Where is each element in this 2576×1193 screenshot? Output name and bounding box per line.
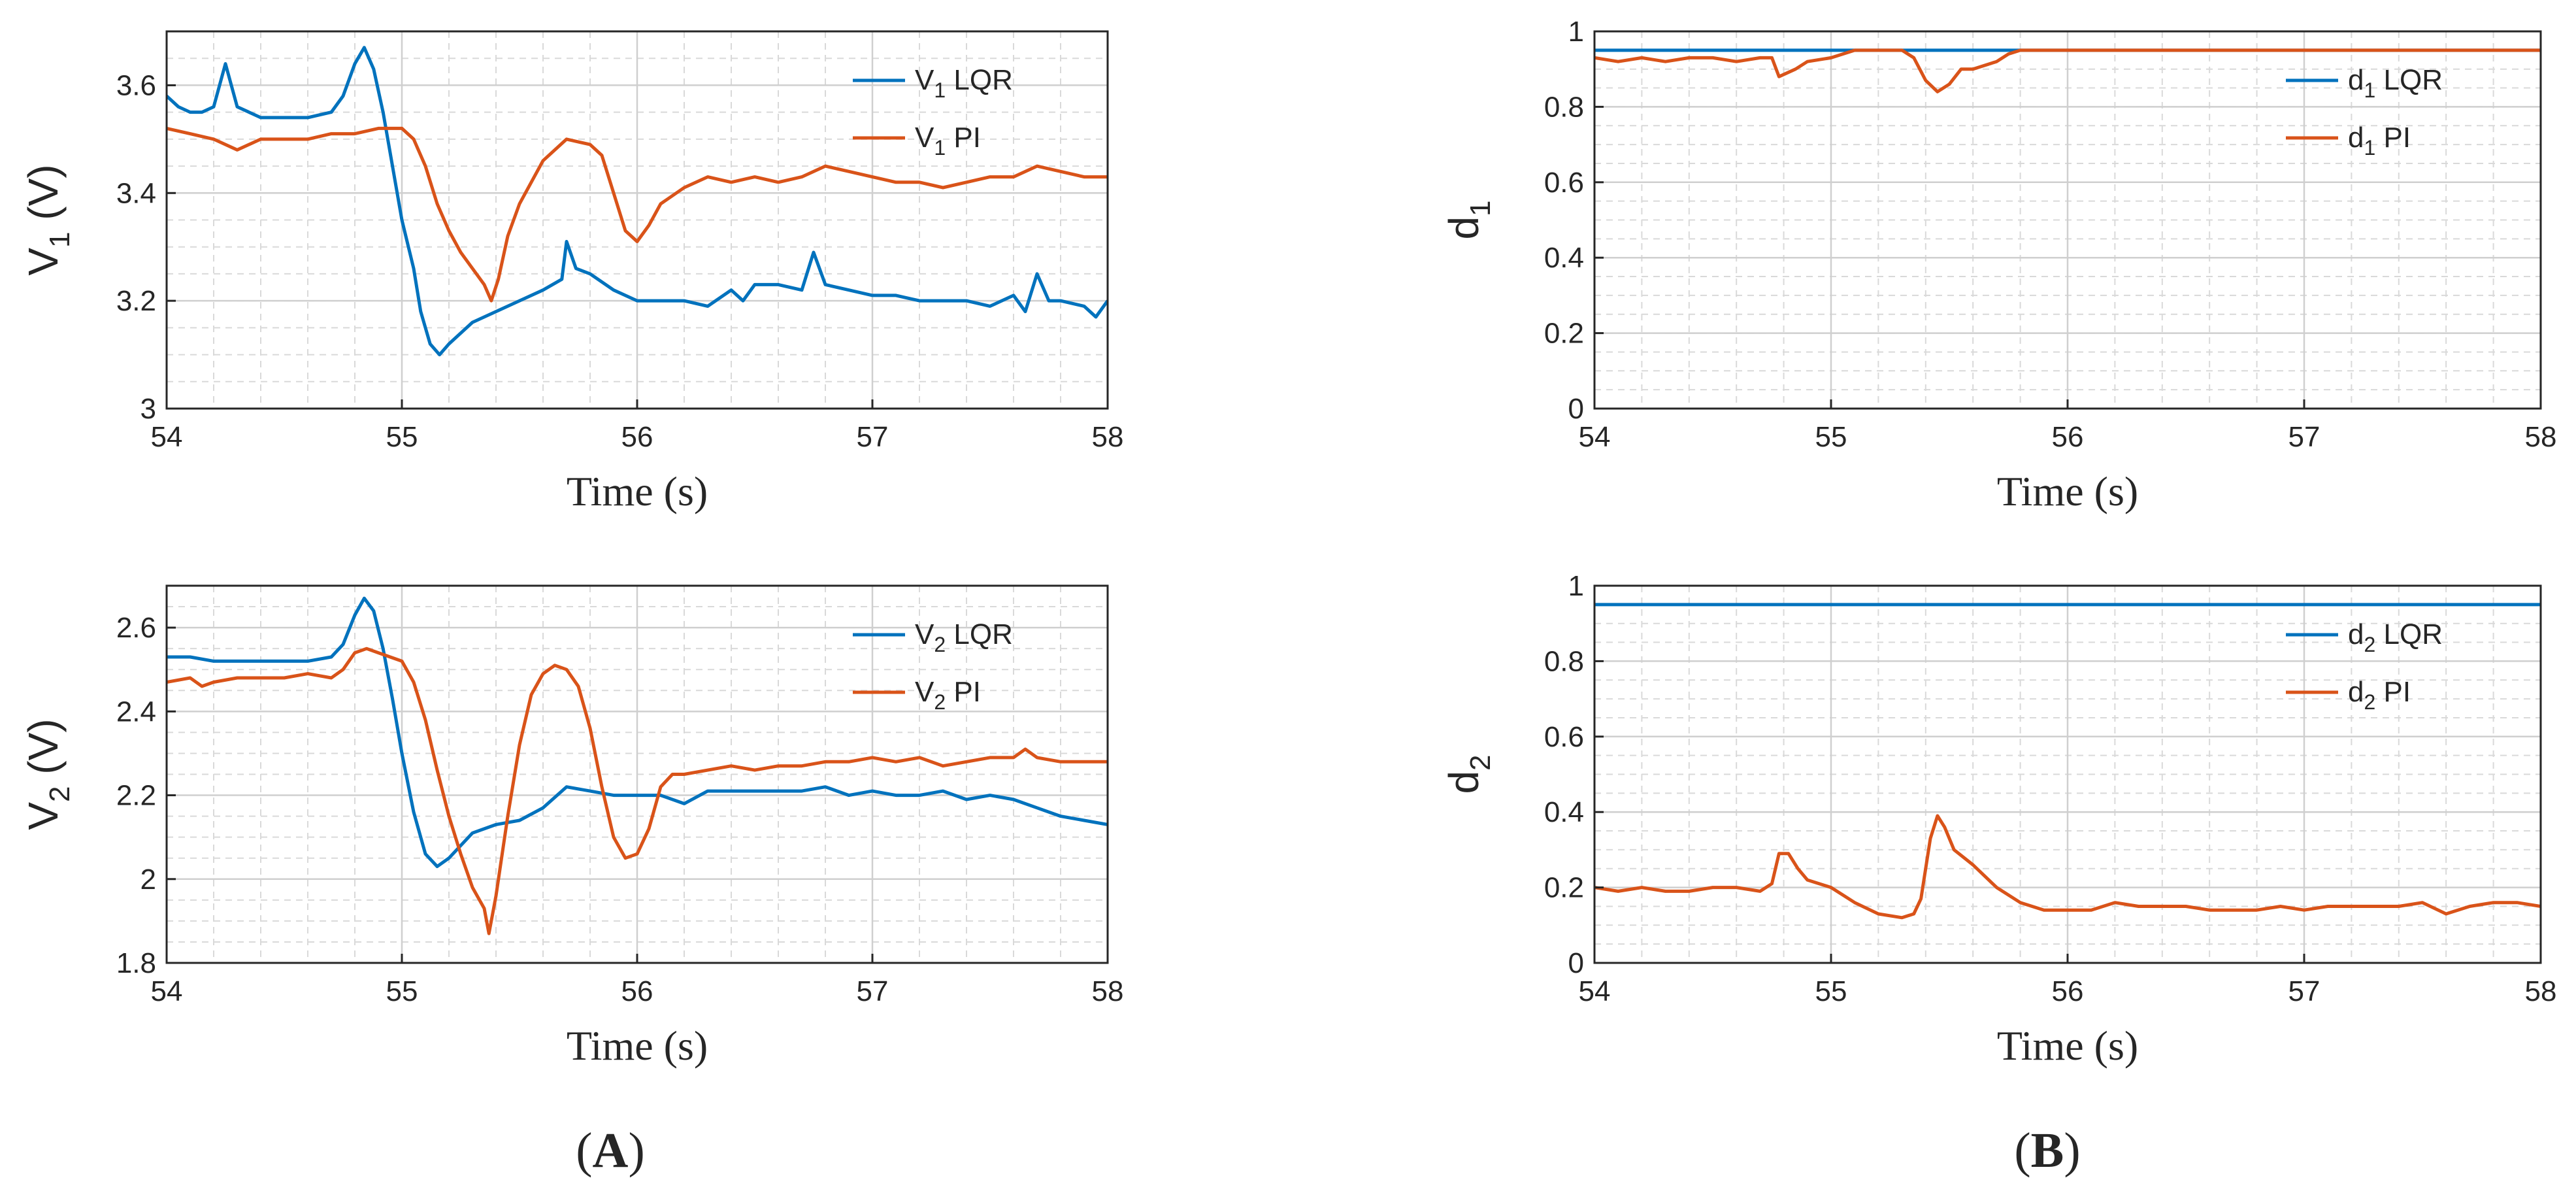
x-axis-label: Time (s): [1997, 1022, 2138, 1069]
x-tick-label: 54: [151, 421, 183, 453]
y-tick-label: 1: [1568, 570, 1584, 602]
legend-label-lqr: d2 LQR: [2348, 618, 2443, 656]
legend: d1 LQR d1 PI: [2286, 64, 2443, 160]
x-tick-label: 55: [1815, 975, 1847, 1007]
y-axis-label-sub: 2: [1464, 754, 1496, 770]
y-tick-label: 0.6: [1544, 721, 1584, 753]
y-axis-label-sub: 1: [1464, 200, 1496, 216]
chart-d2: 54 55 56 57 58 0 0.2 0.4 0.6 0.8 1 Time (s) d2 d2 LQR…: [1440, 570, 2556, 1069]
x-axis-label: Time (s): [1997, 468, 2138, 514]
panel-label-a: (A): [576, 1123, 645, 1178]
y-tick-label: 0.4: [1544, 242, 1584, 274]
series-line-pi: [1594, 48, 2541, 93]
legend-label-pi: V2 PI: [915, 676, 981, 714]
x-tick-label: 57: [2288, 975, 2320, 1007]
y-axis-label: d1: [1440, 200, 1496, 239]
series-line-pi: [167, 647, 1108, 935]
y-tick-label: 1: [1568, 16, 1584, 48]
y-tick-label: 2.6: [116, 612, 156, 644]
x-tick-label: 57: [857, 975, 889, 1007]
y-tick-label: 0.8: [1544, 91, 1584, 123]
series-line-lqr: [167, 596, 1108, 868]
y-tick-label: 0.6: [1544, 167, 1584, 199]
y-axis-label-main: V: [20, 802, 67, 830]
y-axis-label-main: d: [1440, 216, 1487, 240]
series-line-lqr: [167, 46, 1108, 357]
y-axis-label: V2 (V): [20, 718, 76, 830]
y-tick-label: 3.4: [116, 177, 156, 209]
legend-label-pi: V1 PI: [915, 122, 981, 160]
y-tick-label: 3: [140, 393, 156, 425]
x-tick-label: 55: [386, 975, 418, 1007]
x-tick-label: 56: [2052, 975, 2084, 1007]
legend: d2 LQR d2 PI: [2286, 618, 2443, 714]
y-axis-label-main: V: [20, 248, 67, 276]
legend: V1 LQR V1 PI: [853, 64, 1013, 160]
series-line-pi: [1594, 814, 2541, 920]
y-tick-label: 0: [1568, 947, 1584, 979]
panel-label-b: (B): [2014, 1123, 2080, 1178]
x-tick-label: 57: [857, 421, 889, 453]
y-tick-label: 2: [140, 864, 156, 896]
y-tick-label: 1.8: [116, 947, 156, 979]
legend-label-lqr: V1 LQR: [915, 64, 1013, 102]
y-axis-label-sub: 1: [44, 231, 76, 247]
y-axis-label-sub: 2: [44, 786, 76, 801]
x-tick-label: 57: [2288, 421, 2320, 453]
legend-label-pi: d2 PI: [2348, 676, 2411, 714]
y-tick-label: 2.2: [116, 780, 156, 812]
x-tick-label: 55: [1815, 421, 1847, 453]
y-axis-label-unit: (V): [20, 164, 67, 231]
y-axis-label-main: d: [1440, 771, 1487, 794]
y-tick-label: 0.2: [1544, 872, 1584, 904]
y-axis-label: d2: [1440, 754, 1496, 794]
y-tick-label: 0.4: [1544, 796, 1584, 828]
legend-label-lqr: V2 LQR: [915, 618, 1013, 656]
legend: V2 LQR V2 PI: [853, 618, 1013, 714]
y-tick-label: 0.2: [1544, 318, 1584, 350]
x-tick-label: 56: [621, 975, 653, 1007]
x-axis-label: Time (s): [567, 468, 708, 514]
y-axis-label: V1 (V): [20, 164, 76, 275]
x-tick-label: 54: [1579, 421, 1611, 453]
x-tick-label: 58: [2525, 975, 2557, 1007]
x-tick-label: 56: [2052, 421, 2084, 453]
x-tick-label: 54: [1579, 975, 1611, 1007]
series-line-pi: [167, 126, 1108, 303]
x-tick-label: 56: [621, 421, 653, 453]
x-tick-label: 54: [151, 975, 183, 1007]
y-tick-label: 3.6: [116, 69, 156, 101]
x-axis-label: Time (s): [567, 1022, 708, 1069]
x-tick-label: 58: [2525, 421, 2557, 453]
x-tick-label: 58: [1092, 421, 1124, 453]
y-tick-label: 0.8: [1544, 645, 1584, 677]
y-tick-label: 0: [1568, 393, 1584, 425]
legend-label-lqr: d1 LQR: [2348, 64, 2443, 102]
x-tick-label: 55: [386, 421, 418, 453]
legend-label-pi: d1 PI: [2348, 122, 2411, 160]
x-tick-label: 58: [1092, 975, 1124, 1007]
chart-v1: 54 55 56 57 58 3 3.2 3.4 3.6 Time (s) V1 (V) V1 LQR…: [20, 30, 1124, 514]
y-tick-label: 3.2: [116, 285, 156, 317]
y-axis-label-unit: (V): [20, 718, 67, 786]
y-tick-label: 2.4: [116, 696, 156, 728]
